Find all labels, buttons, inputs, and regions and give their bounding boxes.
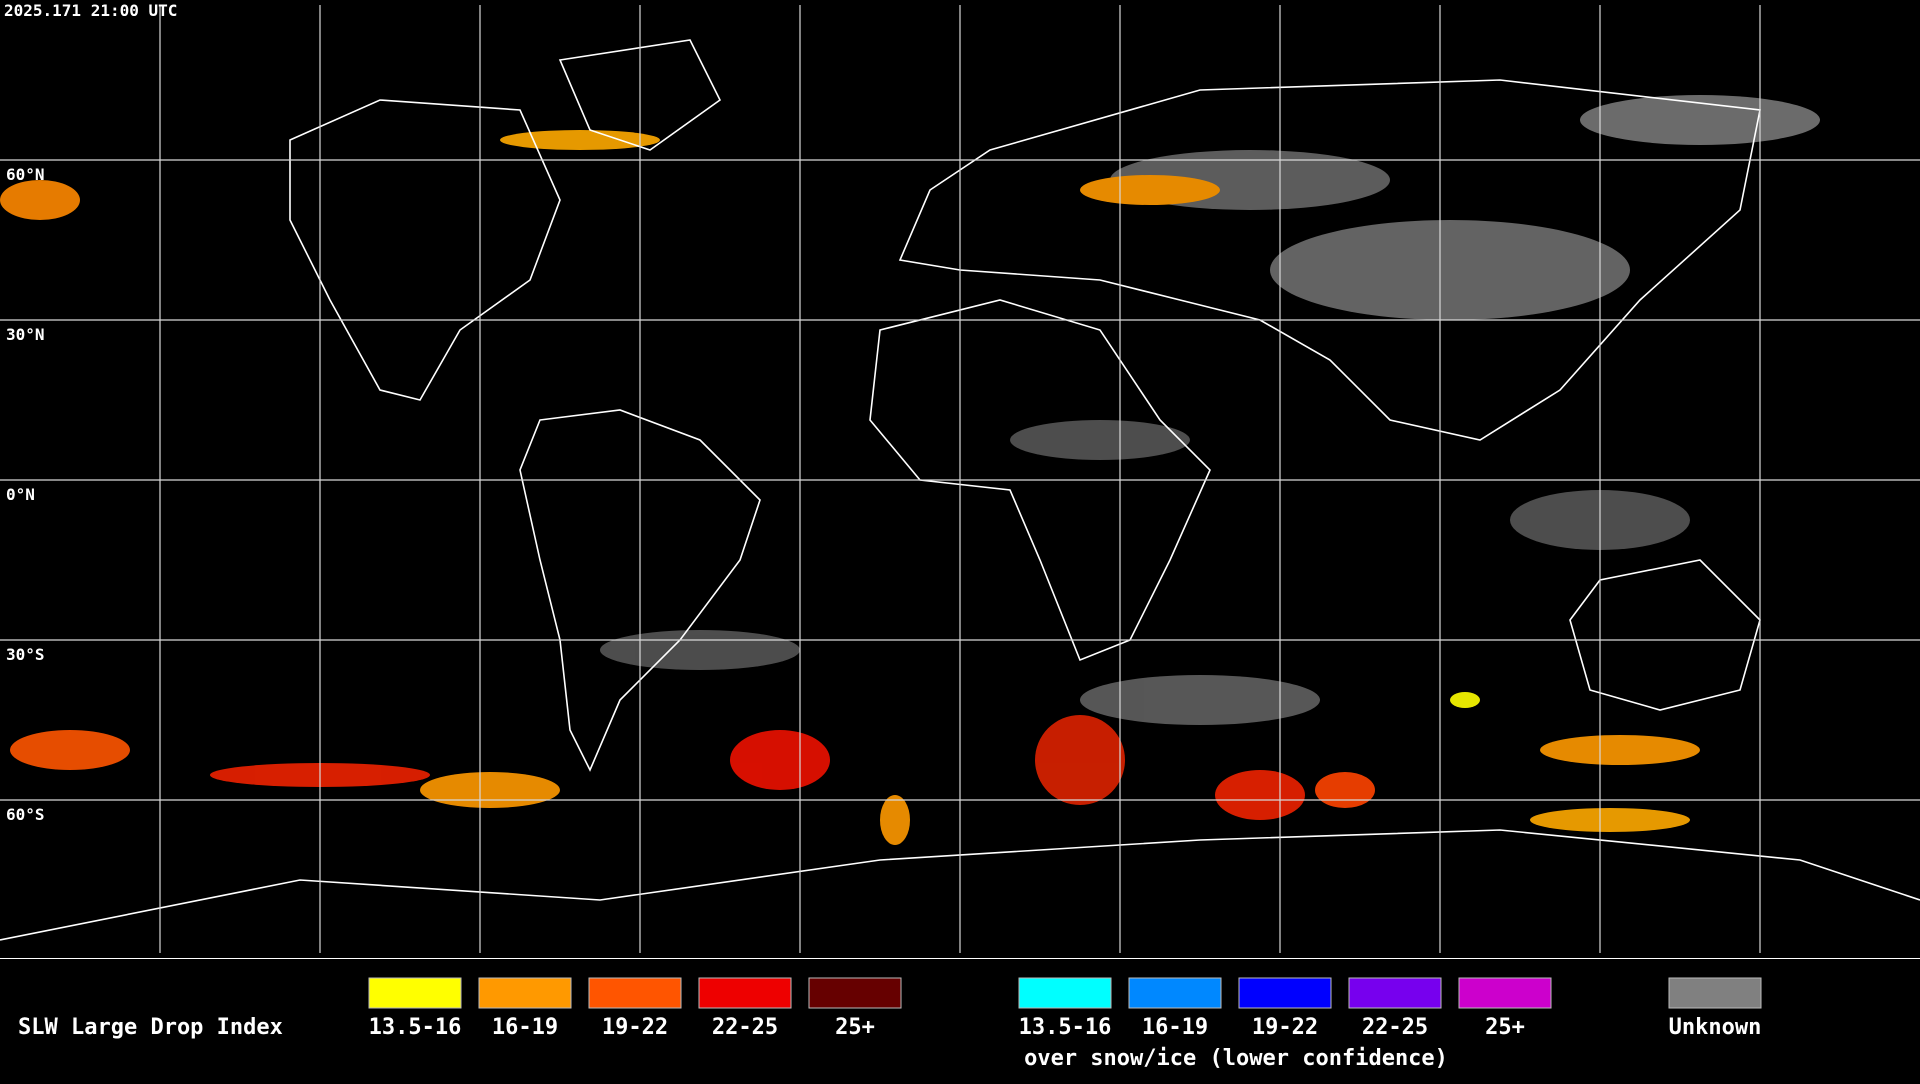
legend-label: 22-25 bbox=[712, 1015, 778, 1040]
legend-label: 19-22 bbox=[1252, 1015, 1318, 1040]
legend-label: 19-22 bbox=[602, 1015, 668, 1040]
legend-swatch bbox=[1128, 977, 1222, 1009]
latitude-label: 60°S bbox=[6, 805, 45, 824]
legend-swatch bbox=[368, 977, 462, 1009]
legend-label: 25+ bbox=[835, 1015, 875, 1040]
legend-label: 25+ bbox=[1485, 1015, 1525, 1040]
legend-swatch bbox=[1018, 977, 1112, 1009]
latitude-label: 30°N bbox=[6, 325, 45, 344]
latitude-labels: 60°N 30°N 0°N 30°S 60°S bbox=[6, 165, 45, 824]
legend-label: 16-19 bbox=[492, 1015, 558, 1040]
map: 60°N 30°N 0°N 30°S 60°S bbox=[0, 5, 1920, 960]
latitude-label: 0°N bbox=[6, 485, 35, 504]
legend: SLW Large Drop Index over snow/ice (lowe… bbox=[18, 977, 1762, 1071]
legend-swatch bbox=[1458, 977, 1552, 1009]
latitude-label: 60°N bbox=[6, 165, 45, 184]
legend-label: 22-25 bbox=[1362, 1015, 1428, 1040]
legend-label: 13.5-16 bbox=[369, 1015, 462, 1040]
legend-swatch bbox=[1668, 977, 1762, 1009]
legend-swatch bbox=[1348, 977, 1442, 1009]
legend-note: over snow/ice (lower confidence) bbox=[1024, 1046, 1448, 1071]
legend-title: SLW Large Drop Index bbox=[18, 1015, 283, 1040]
legend-swatch bbox=[588, 977, 682, 1009]
legend-swatch bbox=[478, 977, 572, 1009]
legend-swatch bbox=[1238, 977, 1332, 1009]
legend-swatch bbox=[698, 977, 792, 1009]
cloud-field bbox=[0, 95, 1820, 845]
legend-label: 13.5-16 bbox=[1019, 1015, 1112, 1040]
legend-label: 16-19 bbox=[1142, 1015, 1208, 1040]
timestamp: 2025.171 21:00 UTC bbox=[4, 1, 177, 20]
legend-label: Unknown bbox=[1669, 1015, 1762, 1040]
legend-background bbox=[0, 959, 1920, 1080]
latitude-label: 30°S bbox=[6, 645, 45, 664]
legend-swatch bbox=[808, 977, 902, 1009]
